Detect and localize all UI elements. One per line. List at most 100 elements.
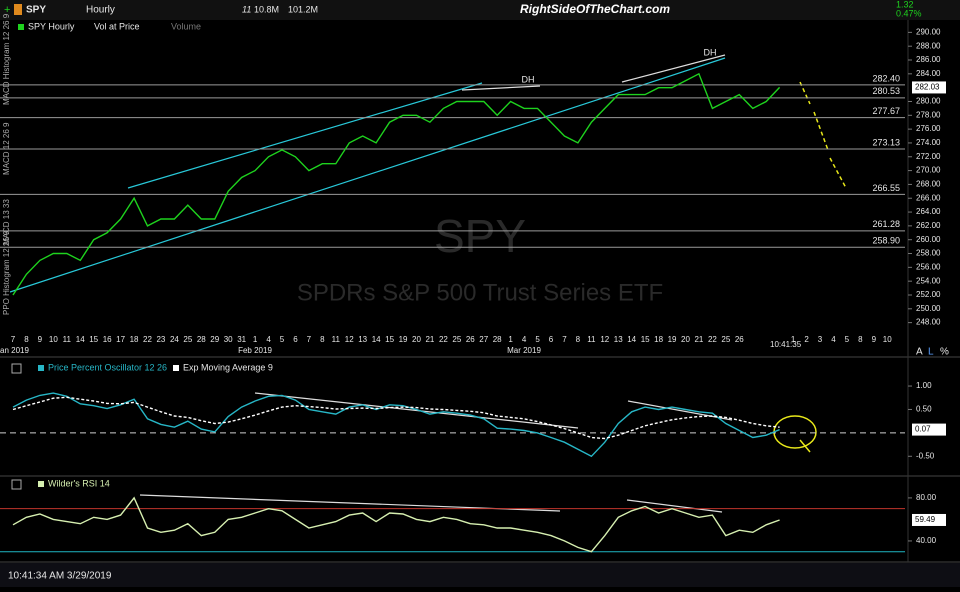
y-tick-label: 280.00 [916,97,941,106]
x-tick-label: 25 [183,335,192,344]
y-tick-label: -0.50 [916,451,935,460]
x-tick-label: 4 [266,335,271,344]
y-tick-label: 254.00 [916,276,941,285]
y-tick-label: 262.00 [916,221,941,230]
level-label: 258.90 [872,236,900,246]
x-tick-label: 15 [89,335,98,344]
x-tick-label: 7 [11,335,16,344]
x-tick-label: 5 [280,335,285,344]
x-tick-label: 7 [307,335,312,344]
x-tick-label: 29 [210,335,219,344]
scale-button[interactable]: A [916,347,923,358]
x-tick-label: 18 [130,335,139,344]
x-tick-label: 18 [654,335,663,344]
symbol[interactable]: SPY [26,5,46,16]
annotation: DH [704,47,717,57]
x-tick-label: 26 [466,335,475,344]
month-label: Jan 2019 [0,346,29,355]
x-tick-label: 14 [627,335,636,344]
legend-swatch [18,24,24,30]
level-label: 280.53 [872,86,900,96]
y-tick-label: 288.00 [916,41,941,50]
y-tick-label: 268.00 [916,180,941,189]
change-pct: 0.47% [896,8,922,18]
y-tick-label: 270.00 [916,166,941,175]
x-tick-label: 4 [831,335,836,344]
highlight-arrow [799,439,811,453]
y-tick-label: 274.00 [916,138,941,147]
x-tick-label: 15 [641,335,650,344]
legend-swatch [38,481,44,487]
x-tick-label: 10 [883,335,892,344]
status-time: 10:41:34 AM 3/29/2019 [8,571,112,582]
legend-entry[interactable]: Exp Moving Average 9 [183,362,273,372]
watermark-symbol: SPY [434,210,526,262]
x-tick-label: 23 [156,335,165,344]
x-tick-label: 25 [721,335,730,344]
x-tick-label: 22 [439,335,448,344]
x-tick-label: 8 [320,335,325,344]
last-value: 59.49 [915,515,936,524]
x-tick-label: 8 [24,335,29,344]
y-tick-label: 252.00 [916,290,941,299]
legend-entry[interactable]: Wilder's RSI 14 [48,478,110,488]
x-tick-label: 19 [668,335,677,344]
x-tick-label: 16 [103,335,112,344]
x-tick-label: 10 [49,335,58,344]
legend-entry[interactable]: Price Percent Oscillator 12 26 [48,362,167,372]
x-tick-label: 7 [562,335,567,344]
x-tick-label: 30 [224,335,233,344]
x-tick-label: 9 [872,335,877,344]
legend-extra[interactable]: Vol at Price [94,21,140,31]
y-tick-label: 272.00 [916,152,941,161]
x-tick-label: 14 [372,335,381,344]
x-tick-label: 1 [253,335,258,344]
x-tick-label: 9 [38,335,43,344]
y-tick-label: 258.00 [916,249,941,258]
series-line [12,496,780,553]
series-line [12,392,780,458]
x-tick-label: 15 [385,335,394,344]
annotation: DH [522,74,535,84]
scale-button[interactable]: L [928,347,934,358]
close-button[interactable] [11,363,22,374]
y-tick-label: 40.00 [916,536,937,545]
y-tick-label: 276.00 [916,124,941,133]
level-label: 261.28 [872,219,900,229]
x-tick-label: 11 [332,335,341,344]
x-tick-label: 1 [508,335,513,344]
x-tick-label: 17 [116,335,125,344]
x-tick-label: 5 [535,335,540,344]
add-icon[interactable]: + [4,4,10,16]
x-tick-label: 28 [493,335,502,344]
legend-extra[interactable]: Volume [171,21,201,31]
x-tick-label: 21 [694,335,703,344]
x-tick-label: 4 [522,335,527,344]
indicator-label: PPO Histogram 12 26 9 [2,230,11,315]
x-tick-label: 22 [143,335,152,344]
x-tick-label: 8 [858,335,863,344]
x-tick-label: 20 [681,335,690,344]
indicator-label: MACD Histogram 12 26 9 [2,13,11,105]
x-tick-label: 28 [197,335,206,344]
x-tick-label: 6 [293,335,298,344]
y-tick-label: 264.00 [916,207,941,216]
projection [799,81,847,189]
x-tick-label: 20 [412,335,421,344]
indicator-label: MACD 13 33 [2,199,11,245]
y-tick-label: 256.00 [916,262,941,271]
x-tick-label: 11 [587,335,596,344]
last-value: 282.03 [915,83,940,92]
last-value-box [912,81,946,94]
scale-button[interactable]: % [940,347,949,358]
x-tick-label: 24 [170,335,179,344]
x-tick-label: 13 [358,335,367,344]
close-button[interactable] [11,479,22,490]
last-value-box [912,423,946,436]
x-tick-label: 13 [614,335,623,344]
interval[interactable]: Hourly [86,5,115,16]
avg-volume: 101.2M [288,4,318,14]
level-label: 266.55 [872,183,900,193]
x-tick-label: 11 [63,335,72,344]
legend-entry[interactable]: SPY Hourly [28,21,75,31]
